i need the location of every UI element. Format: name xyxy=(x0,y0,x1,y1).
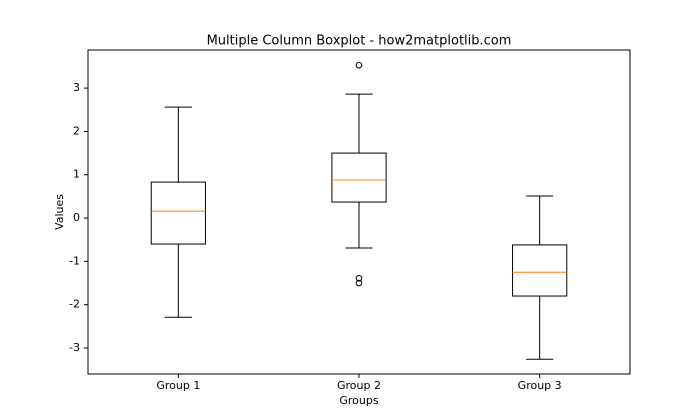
x-axis-label: Groups xyxy=(339,394,378,407)
y-tick-label: 3 xyxy=(73,81,80,94)
flier xyxy=(355,61,363,69)
x-tick-label: Group 1 xyxy=(156,379,200,392)
box xyxy=(512,244,568,297)
x-tick-label: Group 3 xyxy=(518,379,562,392)
y-tick-label: 1 xyxy=(73,168,80,181)
box xyxy=(150,181,206,245)
y-tick-label: 0 xyxy=(73,211,80,224)
y-tick-label: 2 xyxy=(73,124,80,137)
x-tick-label: Group 2 xyxy=(337,379,381,392)
y-axis-label: Values xyxy=(53,194,66,230)
box xyxy=(331,152,387,203)
y-tick-label: -1 xyxy=(69,254,80,267)
flier xyxy=(355,279,363,287)
y-tick-label: -2 xyxy=(69,298,80,311)
y-tick-label: -3 xyxy=(69,341,80,354)
chart-title: Multiple Column Boxplot - how2matplotlib… xyxy=(207,34,512,49)
flier xyxy=(355,274,363,282)
